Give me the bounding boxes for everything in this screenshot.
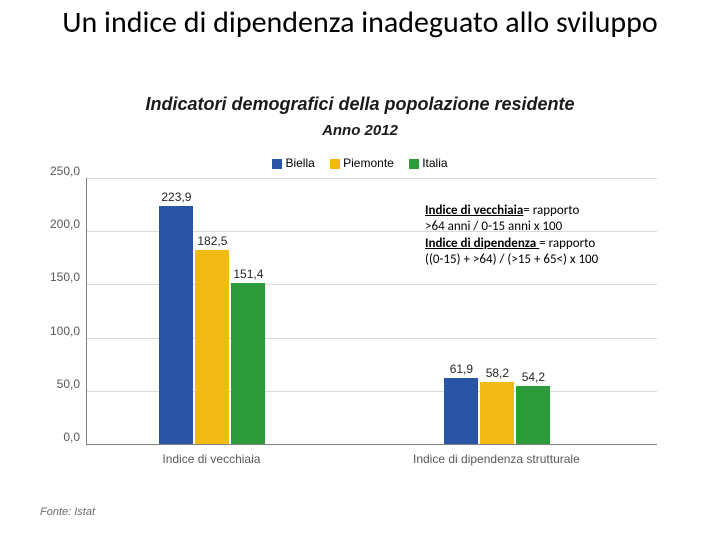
- y-tick-label: 200,0: [40, 217, 80, 231]
- y-tick-label: 50,0: [40, 377, 80, 391]
- chart-title: Indicatori demografici della popolazione…: [0, 94, 720, 115]
- bar-value-label: 151,4: [218, 267, 278, 281]
- bar: [480, 382, 514, 444]
- slide-title: Un indice di dipendenza inadeguato allo …: [0, 6, 720, 41]
- source-text: Fonte: Istat: [40, 506, 95, 518]
- bar: [231, 283, 265, 444]
- y-tick-label: 0,0: [40, 430, 80, 444]
- chart-subtitle: Anno 2012: [0, 122, 720, 139]
- gridline: [87, 178, 657, 179]
- bar-value-label: 182,5: [182, 234, 242, 248]
- x-category-label: Indice di vecchiaia: [162, 452, 260, 466]
- y-tick-label: 150,0: [40, 270, 80, 284]
- bar-chart: 223,9182,5151,461,958,254,2 0,050,0100,0…: [40, 150, 680, 480]
- y-tick-label: 250,0: [40, 164, 80, 178]
- bar: [444, 378, 478, 444]
- x-category-label: Indice di dipendenza strutturale: [413, 452, 580, 466]
- y-tick-label: 100,0: [40, 324, 80, 338]
- bar-value-label: 54,2: [503, 370, 563, 384]
- bar-value-label: 223,9: [146, 190, 206, 204]
- bar: [516, 386, 550, 444]
- plot-area: 223,9182,5151,461,958,254,2: [86, 178, 657, 445]
